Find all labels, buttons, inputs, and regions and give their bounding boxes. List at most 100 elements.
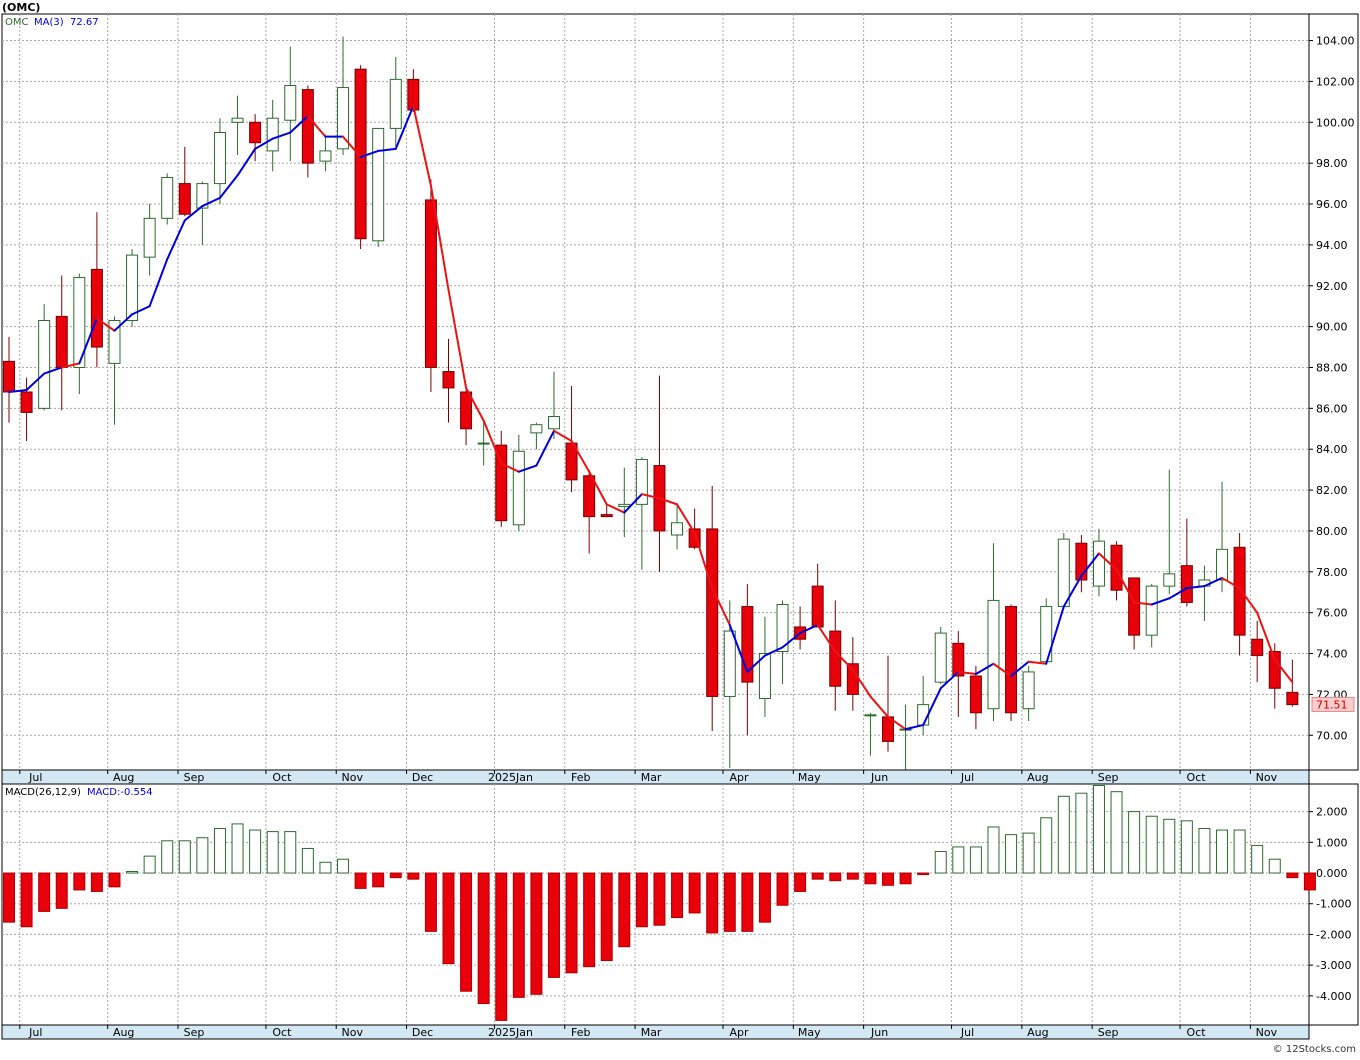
candle-up	[723, 630, 736, 697]
macd-bar-negative	[794, 872, 807, 892]
macd-panel: 2.000 1.000 0.000 -1.000 -2.000 -3.000 -4.000 M…	[1, 783, 1359, 1040]
macd-bar-negative	[512, 872, 525, 998]
macd-legend-label: MACD(26,12,9)	[5, 787, 81, 798]
ma3-segment	[482, 419, 503, 465]
macd-bar-negative	[653, 872, 666, 926]
x-tick-label: Apr	[729, 1026, 749, 1039]
x-tick-label: Nov	[341, 1026, 363, 1039]
candle-up	[161, 176, 174, 219]
price-panel: 104.00 102.00 100.00 98.00 96.00 94.00 92.00 90…	[1, 13, 1359, 785]
candle-up	[530, 424, 543, 434]
candle-down	[600, 514, 613, 518]
ma3-segment	[746, 654, 766, 673]
macd-bar-positive	[126, 870, 139, 874]
x-tick-label: Dec	[412, 771, 433, 784]
last-price-box	[1311, 696, 1355, 712]
ma3-segment	[623, 493, 643, 514]
x-tick-label: Oct	[272, 771, 292, 784]
ma3-segment	[377, 147, 397, 152]
macd-bar-negative	[741, 872, 754, 932]
x-axis-strip	[1, 1024, 1310, 1040]
x-tick-label: Aug	[113, 1026, 134, 1039]
macd-bar-negative	[424, 872, 437, 932]
ma3-segment	[939, 670, 960, 690]
ma3-segment	[869, 695, 889, 718]
ma3-segment	[1045, 605, 1065, 665]
y-tick-label: -4.000	[1316, 990, 1351, 1003]
candle-down	[1110, 544, 1123, 591]
ma3-segment	[658, 497, 679, 506]
ma3-segment	[218, 174, 239, 199]
macd-bar-negative	[917, 872, 930, 876]
ma3-segment	[394, 104, 415, 150]
candle-down	[706, 528, 719, 697]
x-tick-label: Mar	[641, 771, 662, 784]
ma3-segment	[816, 623, 837, 653]
y-tick-label: 86.00	[1316, 402, 1348, 415]
ma3-segment	[236, 147, 257, 177]
macd-bar-negative	[495, 872, 508, 1021]
macd-bar-negative	[776, 872, 789, 906]
x-tick-label: Nov	[341, 771, 363, 784]
macd-bar-positive	[952, 846, 965, 874]
ma3-segment	[60, 362, 81, 369]
candle-down	[1286, 691, 1299, 706]
y-tick-label: 98.00	[1316, 157, 1348, 170]
y-tick-label: 94.00	[1316, 239, 1348, 252]
macd-bar-negative	[73, 872, 86, 891]
ma3-segment	[992, 662, 1013, 678]
macd-bar-negative	[618, 872, 631, 948]
candle-down	[354, 68, 367, 240]
x-tick-label: Jun	[870, 1026, 888, 1039]
y-axis-area	[1308, 13, 1359, 771]
candle-up	[372, 127, 385, 242]
chart-title: (OMC)	[2, 1, 40, 14]
x-tick-label: Jul	[960, 1026, 974, 1039]
candle-down	[952, 642, 965, 677]
ma3-segment	[412, 104, 432, 187]
ma3-segment	[676, 503, 696, 534]
ma3-segment	[1062, 574, 1083, 608]
candle-down	[424, 199, 437, 368]
candle-down	[583, 475, 596, 518]
y-tick-label: 104.00	[1316, 35, 1355, 48]
y-tick-label: 88.00	[1316, 361, 1348, 374]
y-tick-label: -2.000	[1316, 928, 1351, 941]
x-tick-label: Jun	[870, 771, 888, 784]
candle-up	[776, 603, 789, 652]
ma3-segment	[957, 670, 977, 675]
macd-bar-negative	[706, 872, 719, 934]
candle-down	[1128, 577, 1141, 636]
candle-up	[758, 653, 771, 699]
plot-area	[1, 13, 1310, 771]
candle-up	[284, 85, 297, 121]
ma3-segment	[728, 623, 749, 673]
x-tick-label: Nov	[1256, 771, 1278, 784]
ma3-segment	[763, 646, 784, 657]
macd-bar-positive	[1198, 828, 1211, 874]
macd-bar-positive	[178, 840, 191, 874]
macd-bar-negative	[811, 872, 824, 880]
candle-down	[1268, 650, 1281, 689]
macd-bar-negative	[1303, 872, 1316, 891]
ma3-segment	[429, 184, 450, 291]
ma3-segment	[1115, 568, 1136, 604]
x-tick-label: Sep	[1098, 1026, 1119, 1039]
ma3-segment	[306, 115, 327, 138]
macd-bar-negative	[389, 872, 402, 879]
y-tick-label: 100.00	[1316, 116, 1355, 129]
macd-bar-negative	[583, 872, 596, 968]
ma3-segment	[640, 493, 661, 500]
y-tick-label: -3.000	[1316, 959, 1351, 972]
macd-bar-negative	[354, 872, 367, 889]
candle-down	[846, 663, 859, 695]
candle-down	[1075, 542, 1088, 581]
x-tick-label: Sep	[184, 771, 205, 784]
macd-bar-positive	[337, 858, 350, 874]
macd-bar-positive	[1128, 811, 1141, 874]
candle-up	[934, 632, 947, 683]
ma3-segment	[1010, 660, 1030, 678]
macd-bar-negative	[442, 872, 455, 965]
macd-bar-positive	[1145, 815, 1158, 874]
